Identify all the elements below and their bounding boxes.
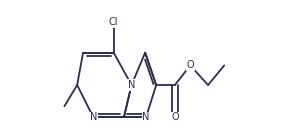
Text: N: N (142, 112, 150, 122)
Text: Cl: Cl (109, 17, 119, 27)
Text: O: O (171, 112, 179, 122)
Text: O: O (186, 60, 194, 70)
Text: N: N (90, 112, 97, 122)
Text: N: N (128, 80, 135, 90)
